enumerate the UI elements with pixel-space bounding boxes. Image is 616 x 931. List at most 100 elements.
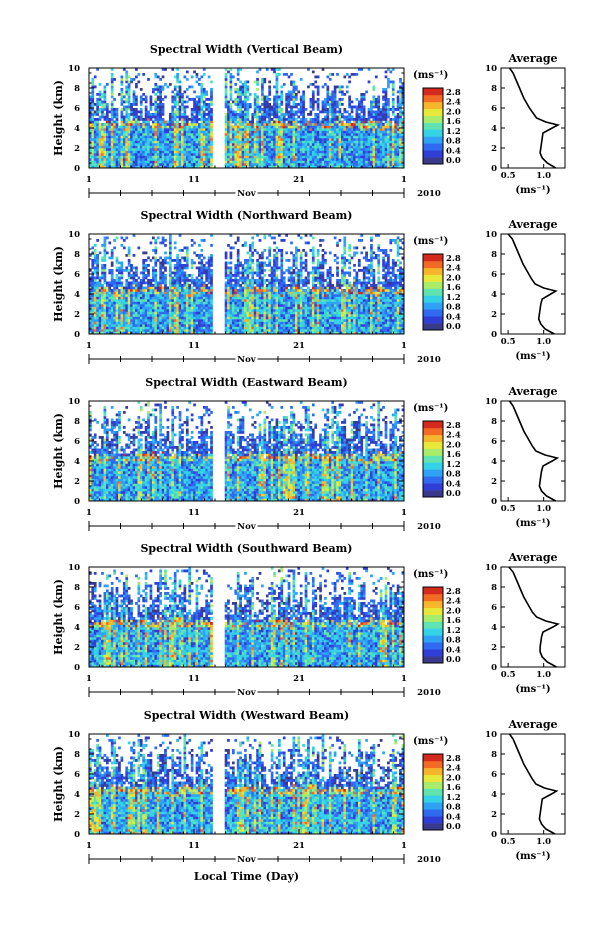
average-y-tick-label: 6 <box>491 104 497 114</box>
heatmap-cell <box>115 269 119 272</box>
heatmap-cell <box>328 145 332 149</box>
heatmap-cell <box>387 108 390 111</box>
heatmap-cell <box>91 108 95 111</box>
heatmap-cell <box>166 165 170 169</box>
heatmap-cell <box>171 113 175 116</box>
heatmap-cell <box>110 125 114 129</box>
heatmap-cell <box>108 143 112 146</box>
heatmap-cell <box>103 316 107 320</box>
heatmap-cell <box>188 304 192 307</box>
heatmap-cell <box>399 78 402 81</box>
heatmap-cell <box>132 331 136 335</box>
heatmap-cell <box>202 115 206 119</box>
heatmap-cell <box>297 120 301 124</box>
heatmap-cell <box>401 128 405 131</box>
heatmap-cell <box>185 115 189 119</box>
heatmap-cell <box>185 138 189 141</box>
heatmap-cell <box>125 105 129 109</box>
heatmap-cell <box>193 304 196 307</box>
heatmap-cell <box>253 155 257 159</box>
heatmap-cell <box>280 118 284 121</box>
heatmap-cell <box>135 95 138 99</box>
heatmap-cell <box>202 158 206 161</box>
heatmap-cell <box>103 331 107 335</box>
panel-1 <box>88 233 566 364</box>
heatmap-cell <box>161 324 165 327</box>
heatmap-cell <box>168 331 172 335</box>
heatmap-cell <box>357 153 361 156</box>
heatmap-cell <box>125 301 129 305</box>
heatmap-cell <box>164 83 167 86</box>
heatmap-cell <box>137 291 141 295</box>
heatmap-cell <box>275 143 279 146</box>
heatmap-cell <box>181 153 184 156</box>
heatmap-cell <box>311 158 315 161</box>
heatmap-cell <box>93 249 97 252</box>
heatmap-cell <box>91 123 95 126</box>
heatmap-cell <box>367 110 371 114</box>
heatmap-cell <box>96 314 99 317</box>
heatmap-cell <box>173 299 177 302</box>
heatmap-cell <box>360 133 364 136</box>
heatmap-cell <box>193 306 196 310</box>
heatmap-cell <box>224 155 228 159</box>
heatmap-cell <box>144 135 148 139</box>
heatmap-cell <box>370 100 373 104</box>
heatmap-cell <box>132 291 136 295</box>
heatmap-cell <box>387 160 390 164</box>
heatmap-cell <box>231 150 235 154</box>
heatmap-cell <box>188 165 192 169</box>
heatmap-cell <box>161 299 165 302</box>
heatmap-cell <box>294 148 298 151</box>
heatmap-cell <box>309 98 313 101</box>
heatmap-cell <box>210 158 213 161</box>
heatmap-cell <box>401 160 405 164</box>
heatmap-cell <box>265 143 269 146</box>
heatmap-cell <box>159 118 162 121</box>
heatmap-cell <box>290 105 293 109</box>
heatmap-cell <box>236 150 240 154</box>
heatmap-cell <box>130 276 133 280</box>
heatmap-cell <box>282 135 286 139</box>
heatmap-cell <box>314 150 318 154</box>
heatmap-cell <box>261 135 264 139</box>
heatmap-cell <box>275 93 279 96</box>
heatmap-cell <box>185 314 189 317</box>
heatmap-cell <box>236 78 240 81</box>
heatmap-cell <box>190 98 194 101</box>
heatmap-cell <box>256 80 259 84</box>
heatmap-cell <box>91 160 95 164</box>
heatmap-cell <box>319 158 322 161</box>
heatmap-cell <box>275 95 279 99</box>
heatmap-cell <box>304 123 308 126</box>
heatmap-cell <box>341 163 344 166</box>
heatmap-cell <box>98 150 102 154</box>
heatmap-cell <box>360 145 364 149</box>
heatmap-cell <box>350 118 354 121</box>
heatmap-cell <box>91 246 95 250</box>
heatmap-cell <box>132 103 136 106</box>
heatmap-cell <box>135 118 138 121</box>
heatmap-cell <box>270 160 274 164</box>
heatmap-cell <box>355 133 359 136</box>
heatmap-cell <box>285 133 288 136</box>
heatmap-cell <box>326 155 330 159</box>
heatmap-cell <box>270 163 274 166</box>
heatmap-cell <box>164 319 167 322</box>
heatmap-cell <box>103 140 107 144</box>
heatmap-cell <box>292 105 296 109</box>
heatmap-cell <box>152 158 155 161</box>
heatmap-cell <box>241 135 245 139</box>
average-title: Average <box>507 52 557 65</box>
heatmap-cell <box>292 143 296 146</box>
heatmap-cell <box>159 291 162 295</box>
heatmap-cell <box>273 103 276 106</box>
heatmap-cell <box>144 281 148 285</box>
heatmap-cell <box>176 158 179 161</box>
heatmap-cell <box>200 148 204 151</box>
heatmap-cell <box>202 153 206 156</box>
heatmap-cell <box>309 83 313 86</box>
heatmap-cell <box>110 108 114 111</box>
heatmap-cell <box>149 118 153 121</box>
heatmap-cell <box>101 140 104 144</box>
